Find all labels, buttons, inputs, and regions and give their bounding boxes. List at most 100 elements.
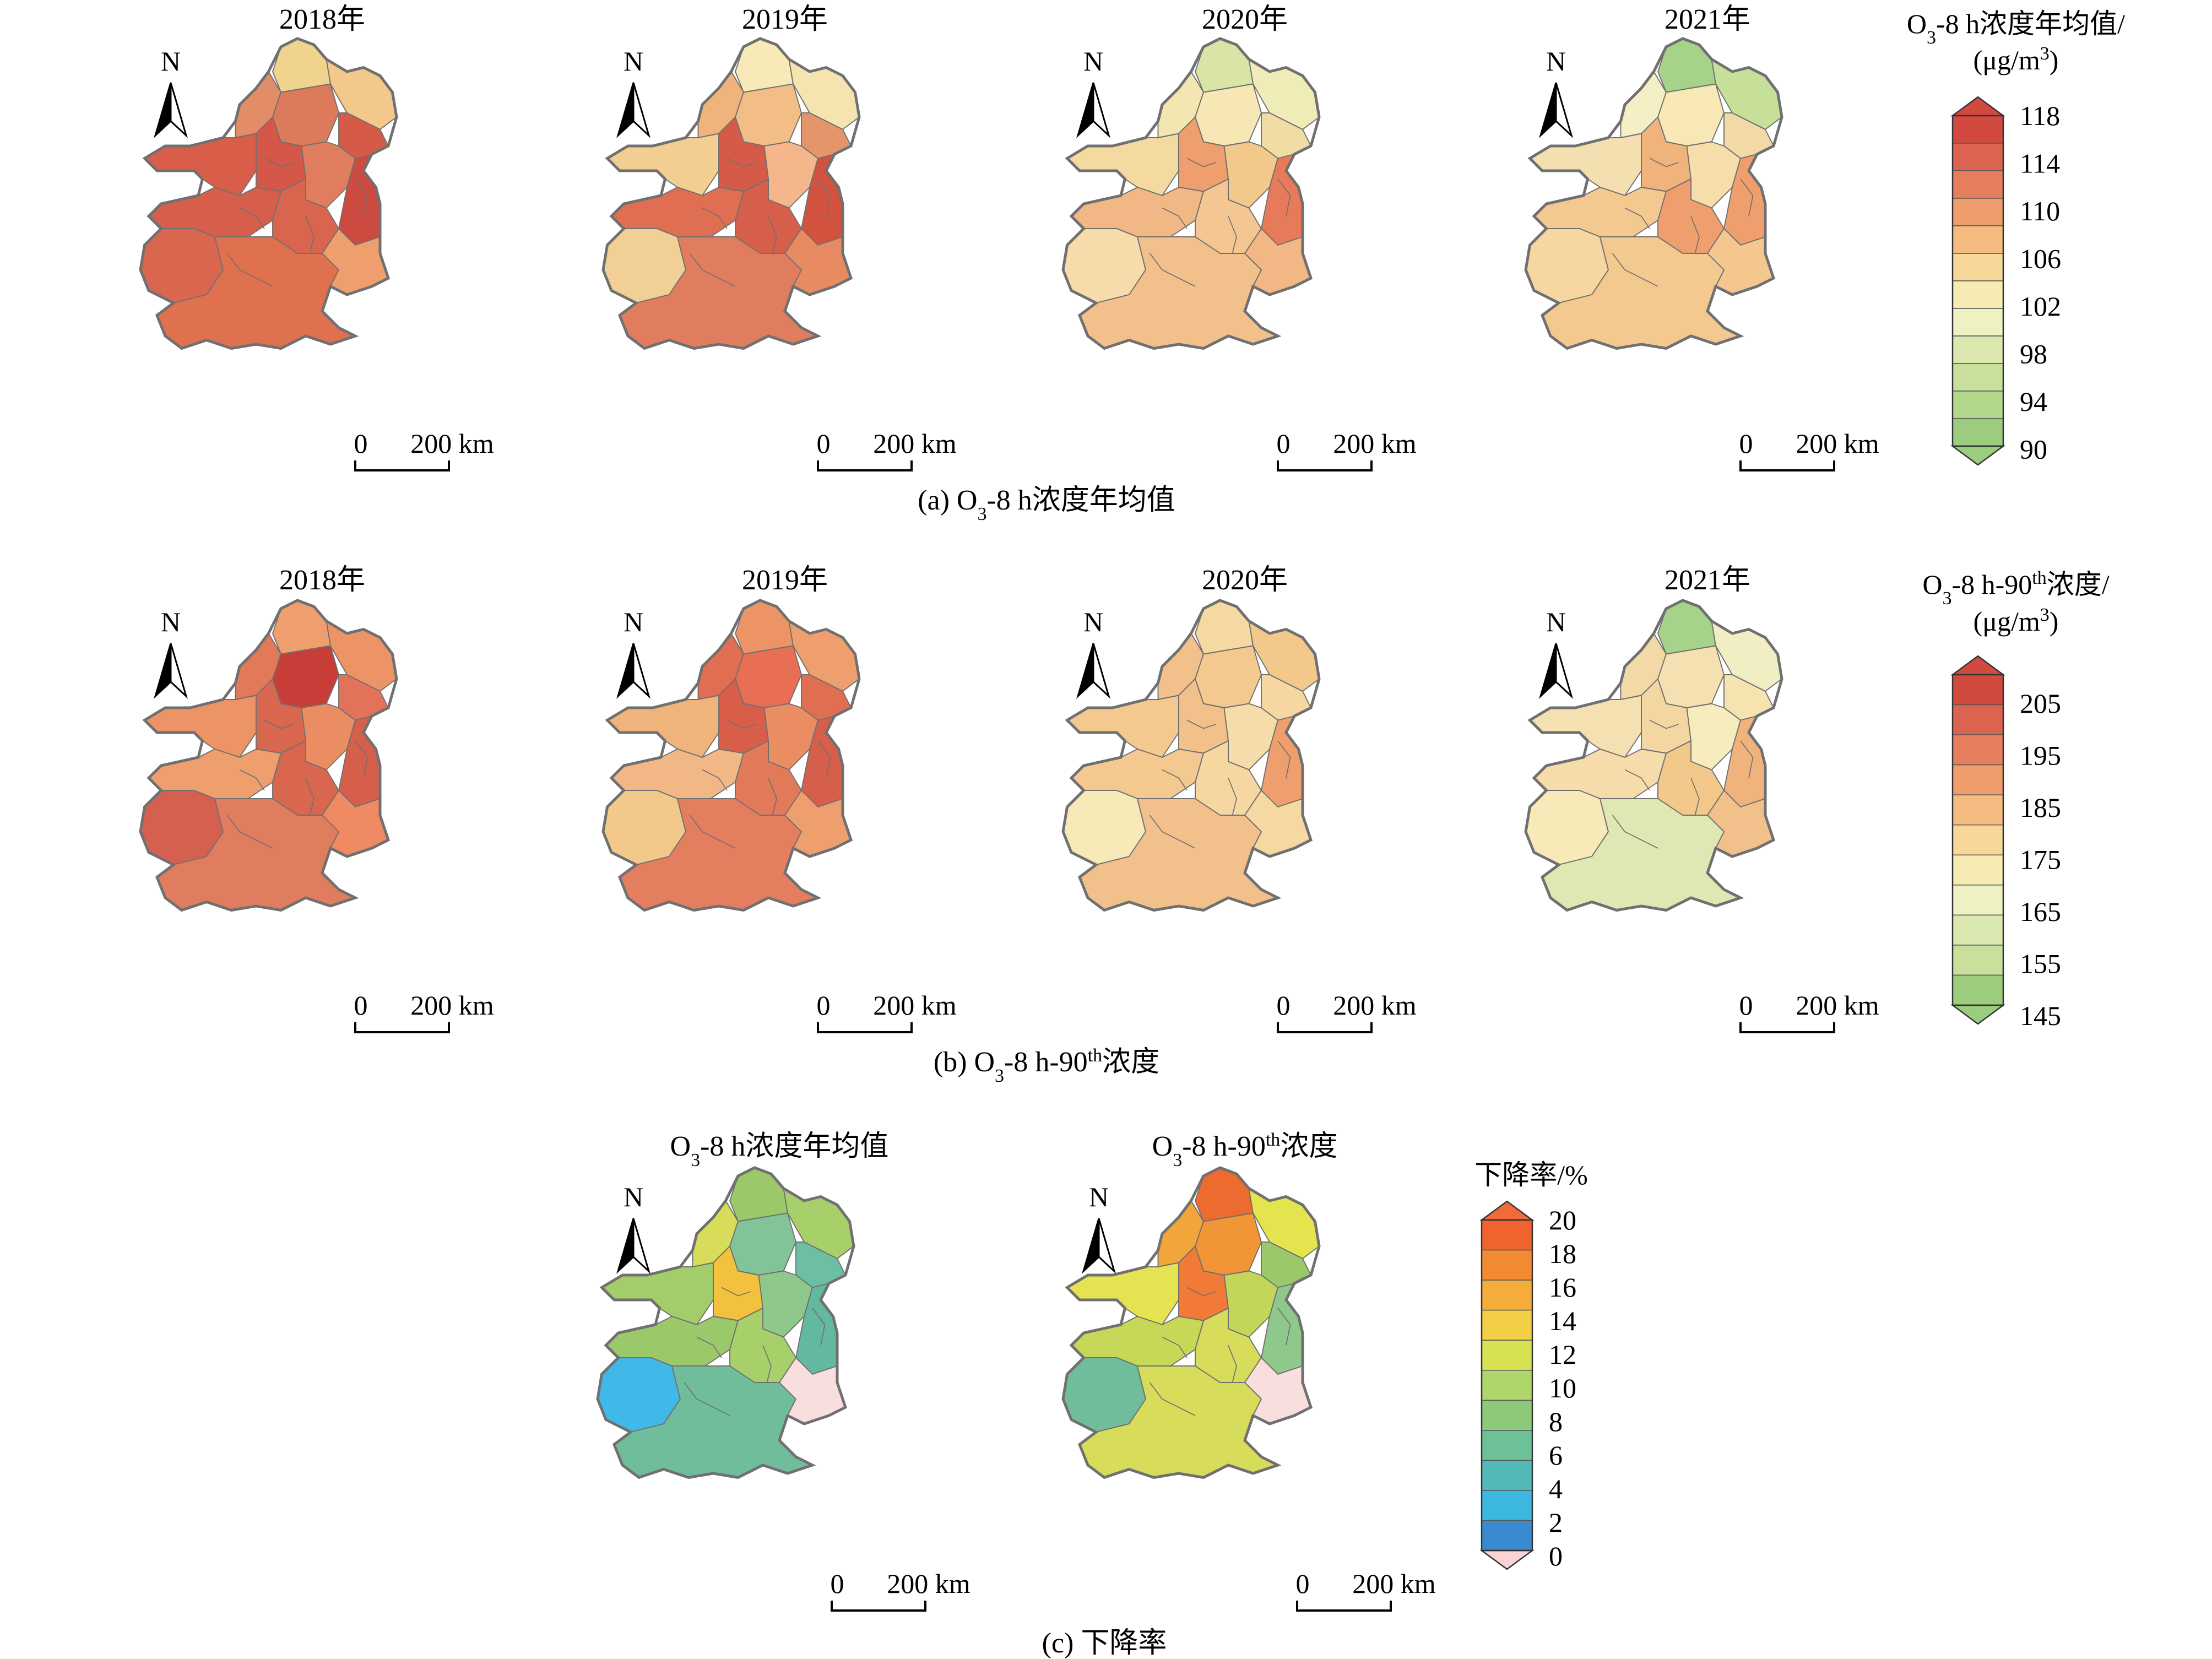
legend-swatch [1952, 280, 2004, 309]
region-boundary [702, 769, 728, 791]
region-boundary [768, 778, 777, 816]
legend-swatch [1952, 734, 2004, 766]
svg-text:N: N [624, 1181, 643, 1212]
region-boundary [264, 719, 294, 729]
region-boundary [721, 1287, 751, 1297]
region-boundary [1649, 719, 1679, 729]
region-boundary [1186, 1287, 1216, 1297]
legend-swatch [1481, 1460, 1533, 1491]
region-boundary [239, 207, 265, 229]
row-caption: (c) 下降率 [1042, 1628, 1167, 1659]
north-arrow-icon: N [616, 606, 650, 699]
svg-text:200 km: 200 km [410, 990, 494, 1021]
choropleth-map [140, 600, 397, 910]
legend-swatch [1952, 418, 2004, 447]
svg-text:N: N [1083, 606, 1103, 637]
region-boundary [689, 253, 736, 287]
north-arrow-icon: N [1076, 606, 1110, 699]
map-region [788, 58, 860, 130]
region-boundary [305, 216, 315, 254]
legend-swatch [1952, 794, 2004, 826]
scale-bar: 0 200 km [1277, 428, 1417, 471]
legend-swatch [1481, 1219, 1533, 1251]
svg-text:N: N [161, 606, 181, 637]
region-boundary [1162, 207, 1188, 229]
region-boundary [239, 769, 265, 791]
legend-swatch [1481, 1309, 1533, 1341]
svg-text:200 km: 200 km [1333, 990, 1417, 1021]
legend-tick: 14 [1549, 1305, 1576, 1336]
legend-swatch [1481, 1280, 1533, 1311]
legend-swatch [1952, 824, 2004, 856]
legend-swatch [1952, 885, 2004, 916]
legend-tick: 185 [2020, 792, 2061, 823]
north-arrow-icon: N [1082, 1181, 1116, 1274]
choropleth-map [603, 39, 859, 349]
svg-text:200 km: 200 km [1796, 428, 1879, 459]
legend-swatch [1952, 143, 2004, 171]
legend-unit: (μg/m3) [1974, 44, 2059, 76]
region-boundary [1624, 207, 1650, 229]
map-title: 2020年 [1202, 4, 1288, 35]
region-boundary [1186, 158, 1216, 167]
svg-text:0: 0 [817, 990, 831, 1021]
legend-tick: 102 [2020, 291, 2061, 322]
svg-text:0: 0 [831, 1568, 844, 1599]
choropleth-map [603, 600, 859, 910]
region-boundary [762, 1345, 772, 1383]
region-boundary [1149, 253, 1196, 287]
legend-tick: 114 [2020, 148, 2060, 179]
region-boundary [305, 778, 315, 816]
map-region [326, 620, 397, 692]
legend-tick: 175 [2020, 844, 2061, 875]
legend-tick: 145 [2020, 1000, 2061, 1031]
region-boundary [1612, 253, 1658, 287]
svg-text:0: 0 [1739, 990, 1753, 1021]
choropleth-map [140, 39, 397, 349]
map-region [1248, 620, 1320, 692]
legend-swatch [1481, 1340, 1533, 1371]
legend-tick: 98 [2020, 339, 2047, 370]
legend-tick: 16 [1549, 1272, 1576, 1303]
svg-text:N: N [624, 46, 643, 77]
map-title: 2018年 [279, 4, 365, 35]
svg-text:0: 0 [817, 428, 831, 459]
map-region [735, 645, 802, 708]
region-boundary [817, 740, 831, 778]
map-title: 2018年 [279, 565, 365, 596]
region-boundary [1690, 778, 1700, 816]
legend-swatch [1481, 1490, 1533, 1521]
map-region [735, 83, 802, 147]
region-boundary [696, 1336, 722, 1358]
choropleth-map [1063, 600, 1319, 910]
legend-tick: 205 [2020, 688, 2061, 719]
region-boundary [1228, 1345, 1237, 1383]
svg-text:200 km: 200 km [887, 1568, 971, 1599]
legend-tick: 90 [2020, 434, 2047, 465]
scale-bar: 0 200 km [1739, 428, 1879, 471]
legend-tick: 8 [1549, 1406, 1563, 1437]
region-boundary [1149, 1382, 1196, 1416]
region-boundary [684, 1382, 730, 1416]
north-arrow-icon: N [154, 606, 188, 699]
legend-title: O3-8 h浓度年均值/ [1907, 8, 2125, 48]
scale-bar: 0 200 km [354, 428, 494, 471]
map-region [272, 645, 339, 708]
scale-bar: 0 200 km [1277, 990, 1417, 1033]
legend-tick: 195 [2020, 740, 2061, 771]
svg-text:200 km: 200 km [410, 428, 494, 459]
region-boundary [226, 253, 273, 287]
region-boundary [1162, 769, 1188, 791]
north-arrow-icon: N [154, 46, 188, 138]
legend-tick: 6 [1549, 1440, 1563, 1471]
map-title: 2019年 [742, 4, 828, 35]
region-boundary [817, 178, 831, 216]
svg-text:N: N [1546, 606, 1566, 637]
legend-tick: 18 [1549, 1238, 1576, 1269]
row-caption: (a) O3-8 h浓度年均值 [918, 485, 1175, 524]
legend-swatch [1481, 1369, 1533, 1401]
map-region [1195, 645, 1262, 708]
region-boundary [1162, 1336, 1188, 1358]
region-boundary [1612, 815, 1658, 849]
